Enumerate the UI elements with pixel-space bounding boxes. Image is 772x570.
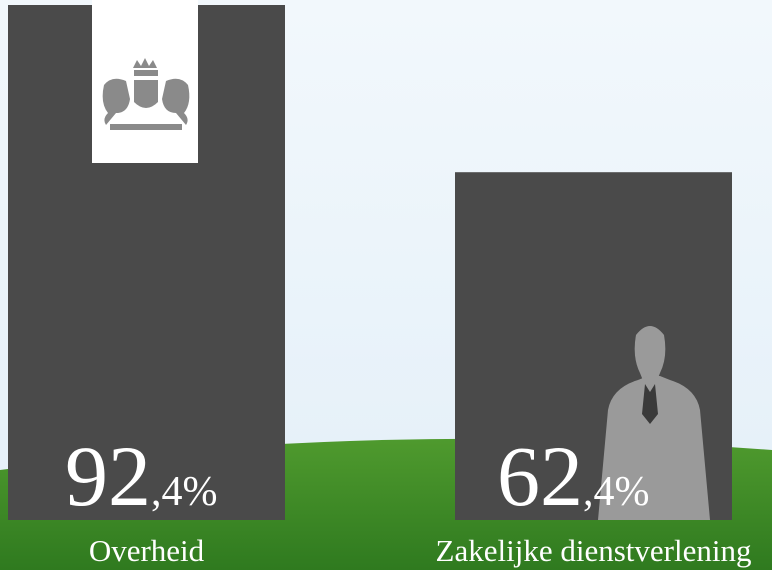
value-label: 62,4%	[497, 428, 650, 524]
crest-icon	[92, 0, 198, 163]
category-label: Zakelijke dienstverlening	[436, 533, 752, 568]
person-icon	[598, 326, 710, 520]
value-label: 92,4%	[65, 428, 218, 524]
category-label: Overheid	[89, 533, 205, 568]
